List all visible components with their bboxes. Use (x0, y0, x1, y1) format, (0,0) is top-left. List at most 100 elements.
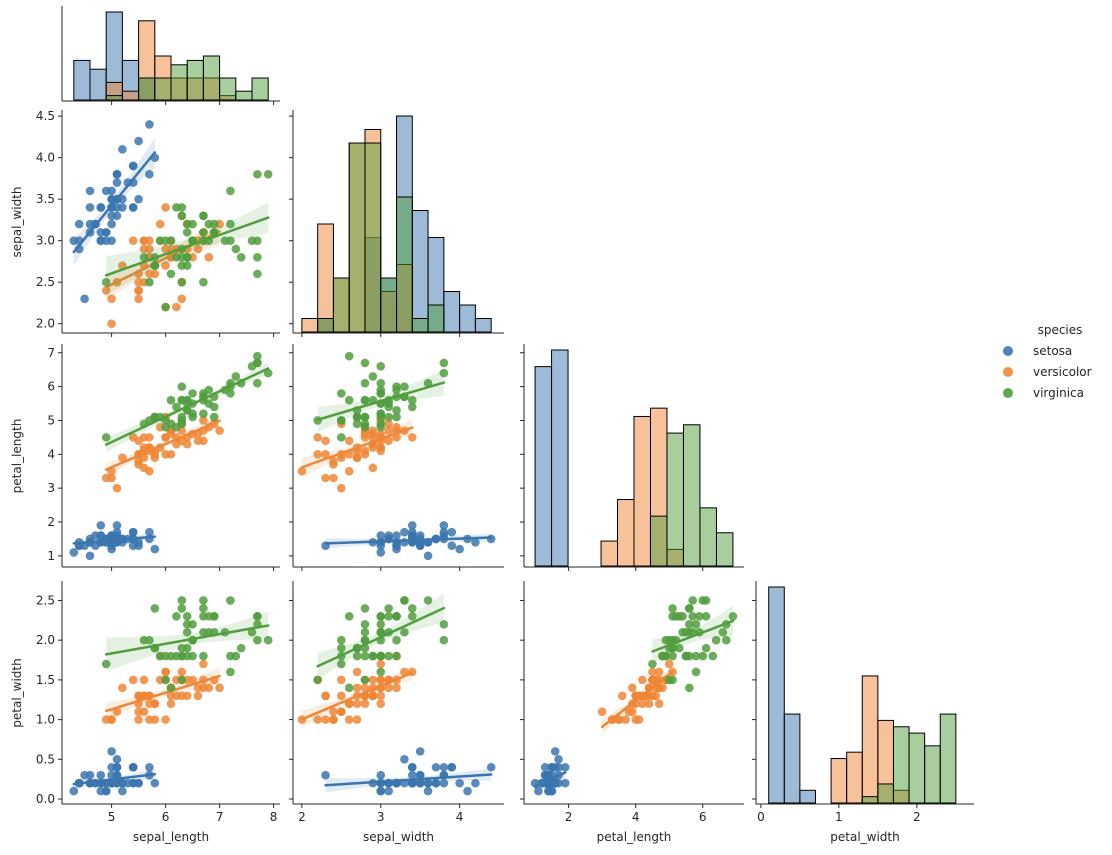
point-virginica (668, 651, 677, 661)
point-versicolor (199, 416, 208, 425)
x-tick-label-8: 8 (270, 810, 278, 824)
point-versicolor (107, 715, 116, 724)
point-virginica (226, 596, 235, 605)
point-versicolor (392, 683, 401, 693)
point-virginica (360, 358, 370, 368)
point-virginica (177, 382, 187, 391)
point-virginica (177, 211, 187, 221)
point-virginica (695, 612, 704, 621)
point-virginica (688, 612, 697, 621)
point-setosa (540, 762, 550, 772)
y-tick-label-3: 3 (47, 481, 55, 495)
point-virginica (226, 651, 235, 661)
point-virginica (172, 402, 181, 412)
point-setosa (85, 186, 95, 196)
point-virginica (439, 368, 449, 378)
point-setosa (376, 548, 386, 557)
point-virginica (384, 612, 393, 621)
x-tick-label-1: 1 (835, 810, 843, 824)
hist-bar-virginica (186, 59, 204, 101)
legend-title: species (1038, 323, 1083, 337)
panel-petal_length-vs-sepal_width (289, 344, 504, 571)
point-versicolor (368, 433, 378, 442)
legend-marker-setosa (1003, 346, 1013, 356)
point-versicolor (107, 473, 116, 483)
regression-line-setosa (72, 151, 157, 254)
point-versicolor (384, 436, 393, 446)
point-setosa (96, 770, 106, 780)
hist-bar-setosa (443, 291, 461, 333)
point-virginica (718, 627, 728, 637)
point-virginica (392, 612, 401, 621)
x-axis-label-sepal_width: sepal_width (363, 830, 434, 844)
point-setosa (423, 551, 433, 561)
panel-petal_length-vs-sepal_length: 1 2 3 4 5 6 7 petal_length (10, 344, 280, 571)
point-versicolor (376, 443, 386, 452)
point-virginica (337, 433, 346, 442)
point-virginica (376, 667, 386, 677)
point-virginica (352, 651, 362, 661)
point-virginica (204, 385, 214, 395)
point-setosa (439, 778, 449, 788)
point-versicolor (384, 683, 393, 693)
point-versicolor (161, 244, 170, 254)
y-tick-label-1: 1 (47, 549, 55, 563)
point-versicolor (664, 659, 674, 669)
point-setosa (554, 755, 563, 764)
point-setosa (107, 747, 116, 756)
y-tick-label-5: 5 (47, 413, 55, 427)
point-virginica (145, 277, 154, 287)
point-versicolor (368, 691, 378, 701)
panel-sepal_width-vs-sepal_width (289, 110, 504, 337)
y-tick-label-3-0: 3.0 (36, 234, 55, 248)
y-tick-label-1-0: 1.0 (36, 713, 55, 727)
point-virginica (376, 651, 386, 661)
point-setosa (560, 778, 570, 788)
point-virginica (360, 651, 370, 661)
point-virginica (678, 627, 687, 637)
y-tick-label-2-5: 2.5 (36, 275, 55, 289)
regression-line-virginica (316, 606, 446, 668)
point-versicolor (297, 466, 307, 476)
point-versicolor (614, 715, 624, 724)
hist-bar-setosa (551, 349, 569, 567)
point-versicolor (313, 433, 322, 442)
hist-bar-versicolor (301, 318, 319, 333)
point-versicolor (145, 715, 154, 724)
point-versicolor (145, 466, 154, 476)
point-versicolor (145, 699, 154, 709)
y-tick-label-2-0: 2.0 (36, 633, 55, 647)
regression-line-setosa (72, 535, 157, 545)
point-versicolor (352, 683, 362, 693)
point-virginica (253, 358, 262, 368)
point-virginica (392, 635, 401, 645)
hist-bar-virginica (427, 304, 445, 333)
point-virginica (226, 236, 235, 245)
x-tick-label-0: 0 (757, 810, 765, 824)
point-setosa (544, 786, 553, 796)
point-virginica (439, 358, 449, 368)
point-versicolor (145, 236, 154, 245)
point-virginica (226, 389, 235, 398)
point-virginica (177, 277, 187, 287)
point-virginica (337, 643, 346, 653)
point-versicolor (177, 294, 187, 304)
point-virginica (376, 378, 386, 388)
point-setosa (447, 541, 457, 550)
point-setosa (431, 762, 441, 772)
hist-bar-virginica (699, 507, 717, 567)
point-setosa (415, 531, 425, 540)
point-versicolor (644, 699, 654, 709)
point-setosa (134, 136, 143, 146)
point-virginica (177, 261, 187, 270)
hist-bar-versicolor (617, 499, 635, 567)
point-setosa (423, 786, 433, 796)
point-virginica (155, 236, 165, 245)
point-virginica (177, 596, 187, 605)
point-virginica (376, 627, 386, 637)
point-virginica (161, 675, 170, 685)
point-virginica (209, 412, 219, 422)
point-versicolor (648, 675, 657, 685)
hist-bar-virginica (364, 142, 382, 333)
point-setosa (408, 770, 417, 780)
